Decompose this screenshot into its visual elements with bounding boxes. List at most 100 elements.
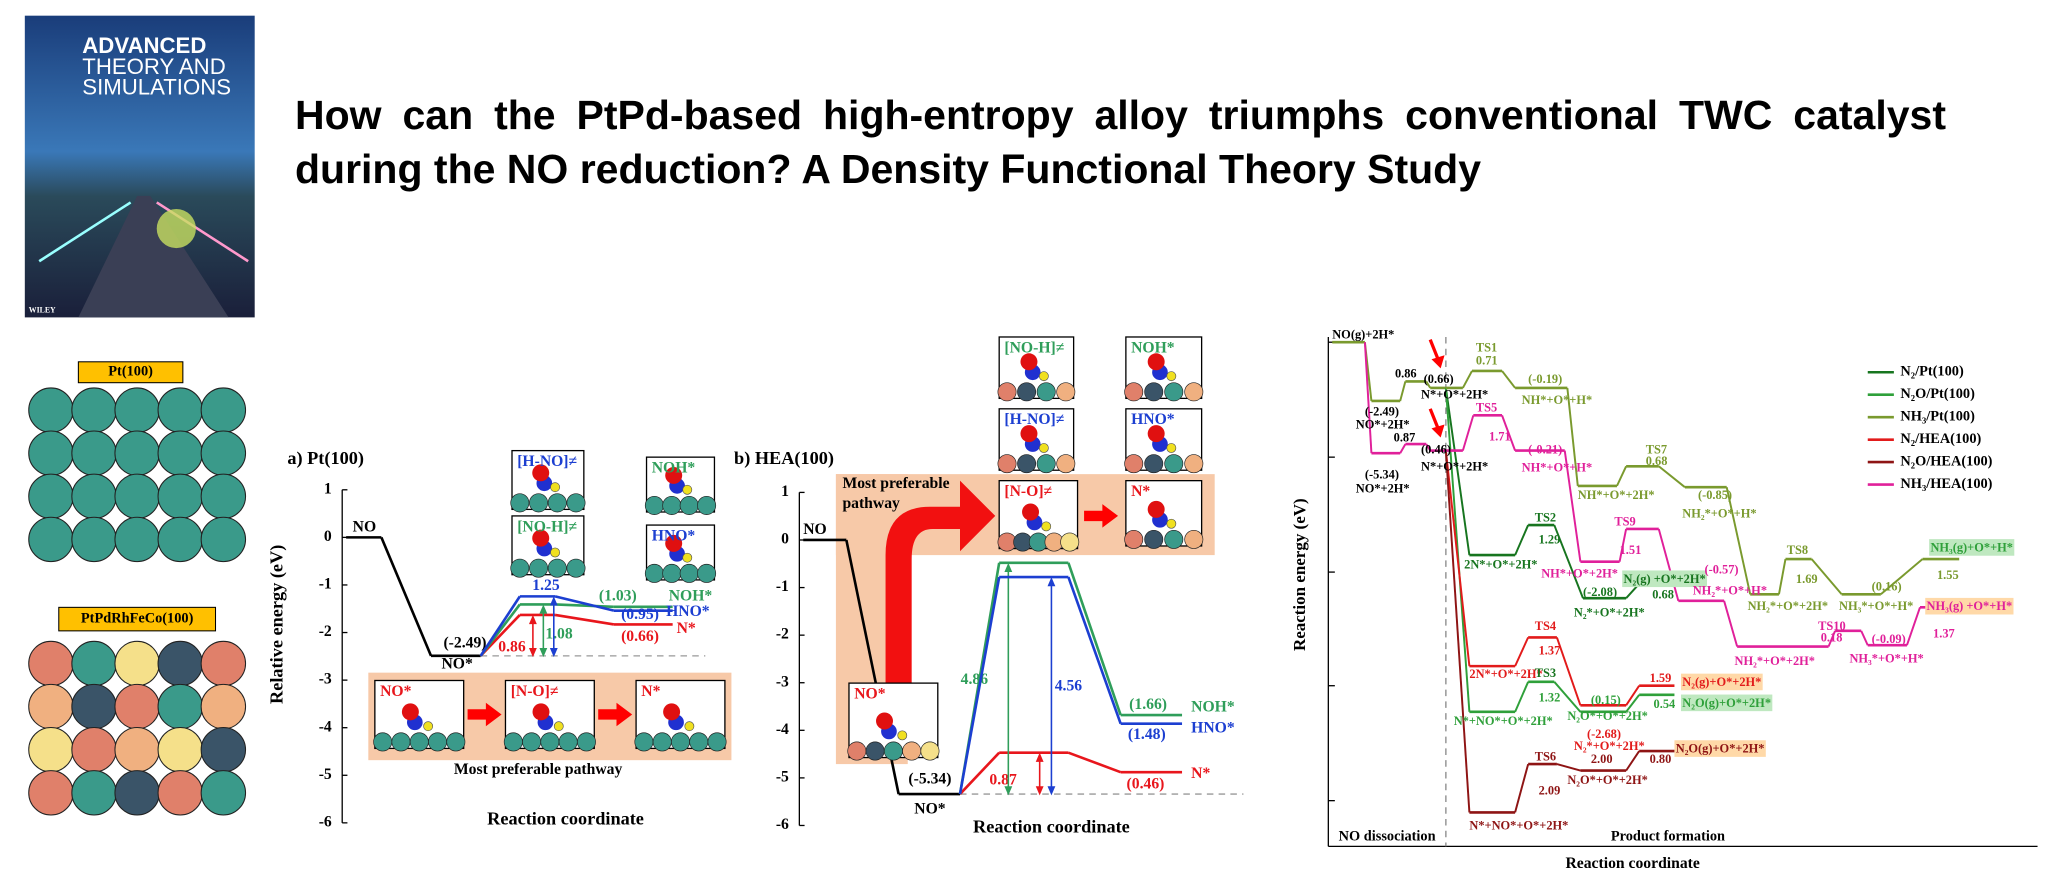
atom <box>446 732 466 752</box>
energy-label: 0.80 <box>1650 752 1672 766</box>
atom <box>1144 529 1164 549</box>
cover-text: THEORY AND <box>82 54 225 79</box>
atom <box>157 473 203 520</box>
atom <box>1166 371 1177 382</box>
energy-label: TS5 <box>1476 401 1497 415</box>
connector <box>1625 750 1640 772</box>
energy-label: NH₂*+O*+H* <box>1693 584 1767 598</box>
atom <box>510 493 530 513</box>
connector <box>1880 558 1924 596</box>
connector <box>1067 562 1122 716</box>
energy-label: NH*+O*+2H* <box>1541 567 1618 581</box>
energy-label: TS6 <box>1535 749 1556 763</box>
atom <box>510 558 530 578</box>
atom <box>1060 532 1080 552</box>
legend-label: NH₃/HEA(100) <box>1900 476 1992 492</box>
atom <box>1147 353 1165 371</box>
pathway-label: pathway <box>842 495 900 512</box>
atom <box>644 496 664 515</box>
connector <box>1444 450 1471 667</box>
energy-label: 2N*+O*+2H* <box>1464 557 1537 571</box>
atom <box>71 516 117 563</box>
connector <box>1563 450 1582 562</box>
region-label: NO dissociation <box>1339 829 1436 845</box>
cover-text: ADVANCED <box>82 33 206 58</box>
energy-label: 1.55 <box>1937 568 1959 582</box>
connector <box>1625 685 1640 706</box>
energy-label: 0.71 <box>1476 354 1498 368</box>
connector <box>1625 694 1640 713</box>
atom <box>1056 454 1076 474</box>
y-tick-label: -4 <box>776 721 789 738</box>
energy-label: 1.51 <box>1620 543 1642 557</box>
connector <box>1555 637 1582 706</box>
atom <box>865 741 885 761</box>
energy-label: N*+O*+2H* <box>1421 459 1488 473</box>
atom <box>1184 454 1204 474</box>
atom <box>200 516 247 563</box>
y-tick-label: -4 <box>319 718 332 735</box>
atom <box>997 382 1017 402</box>
atom <box>679 496 699 515</box>
connector <box>1514 524 1530 556</box>
atom <box>682 484 693 495</box>
inset-label: [H-NO]≠ <box>1004 411 1064 428</box>
atom <box>634 732 654 752</box>
atom <box>71 726 117 773</box>
y-tick-label: -5 <box>776 768 789 785</box>
atom <box>71 387 117 433</box>
energy-label: 2.00 <box>1591 752 1613 766</box>
atom <box>1184 382 1204 402</box>
y-tick-label: 0 <box>781 531 789 548</box>
connector <box>555 603 614 609</box>
atom <box>409 732 429 752</box>
y-tick-label: -1 <box>776 578 789 595</box>
connector <box>1553 524 1584 599</box>
pointer-head <box>1431 424 1445 438</box>
label-highlight <box>1680 694 1773 712</box>
inset-label: HNO* <box>652 527 696 544</box>
atom <box>682 552 693 563</box>
atom <box>532 703 550 721</box>
atom <box>644 563 664 583</box>
energy-label: TS9 <box>1614 514 1635 528</box>
arrow-head <box>528 614 537 625</box>
atom <box>114 683 160 730</box>
atom <box>28 683 74 730</box>
energy-label: 2.09 <box>1539 783 1561 797</box>
atom <box>689 732 709 752</box>
connector <box>1363 342 1373 454</box>
y-axis-label: Relative energy (eV) <box>266 545 287 704</box>
arrow <box>598 702 633 727</box>
publisher: WILEY <box>29 306 56 315</box>
atom <box>71 640 117 687</box>
atom <box>373 732 393 752</box>
road <box>78 195 229 318</box>
energy-label: 1.32 <box>1539 691 1561 705</box>
atom <box>71 473 117 520</box>
energy-label: NO(g)+2H* <box>1332 328 1394 342</box>
label: NO <box>803 521 826 538</box>
cover: ADVANCED THEORY AND SIMULATIONS WILEY <box>24 15 255 318</box>
atom <box>157 770 203 816</box>
atom <box>547 493 567 513</box>
energy-label: N₂O*+O*+2H* <box>1567 773 1647 787</box>
connector <box>1425 380 1432 389</box>
panel-title: b) HEA(100) <box>734 448 834 469</box>
x-axis-label: Reaction coordinate <box>1565 855 1699 872</box>
energy-label: (-2.08) <box>1583 585 1617 599</box>
energy-label: (1.03) <box>599 587 637 604</box>
atom <box>876 712 893 730</box>
atom <box>707 732 727 752</box>
label: NO* <box>914 800 945 817</box>
atom <box>663 703 681 721</box>
legend-label: N₂/Pt(100) <box>1900 364 1964 380</box>
inset-label: [N-O]≠ <box>511 683 559 700</box>
connector <box>958 576 1001 795</box>
label-highlight <box>1674 740 1766 757</box>
surface-label: PtPdRhFeCo(100) <box>81 610 194 626</box>
connector <box>554 595 615 612</box>
atom <box>1041 521 1052 532</box>
atom <box>71 430 117 476</box>
